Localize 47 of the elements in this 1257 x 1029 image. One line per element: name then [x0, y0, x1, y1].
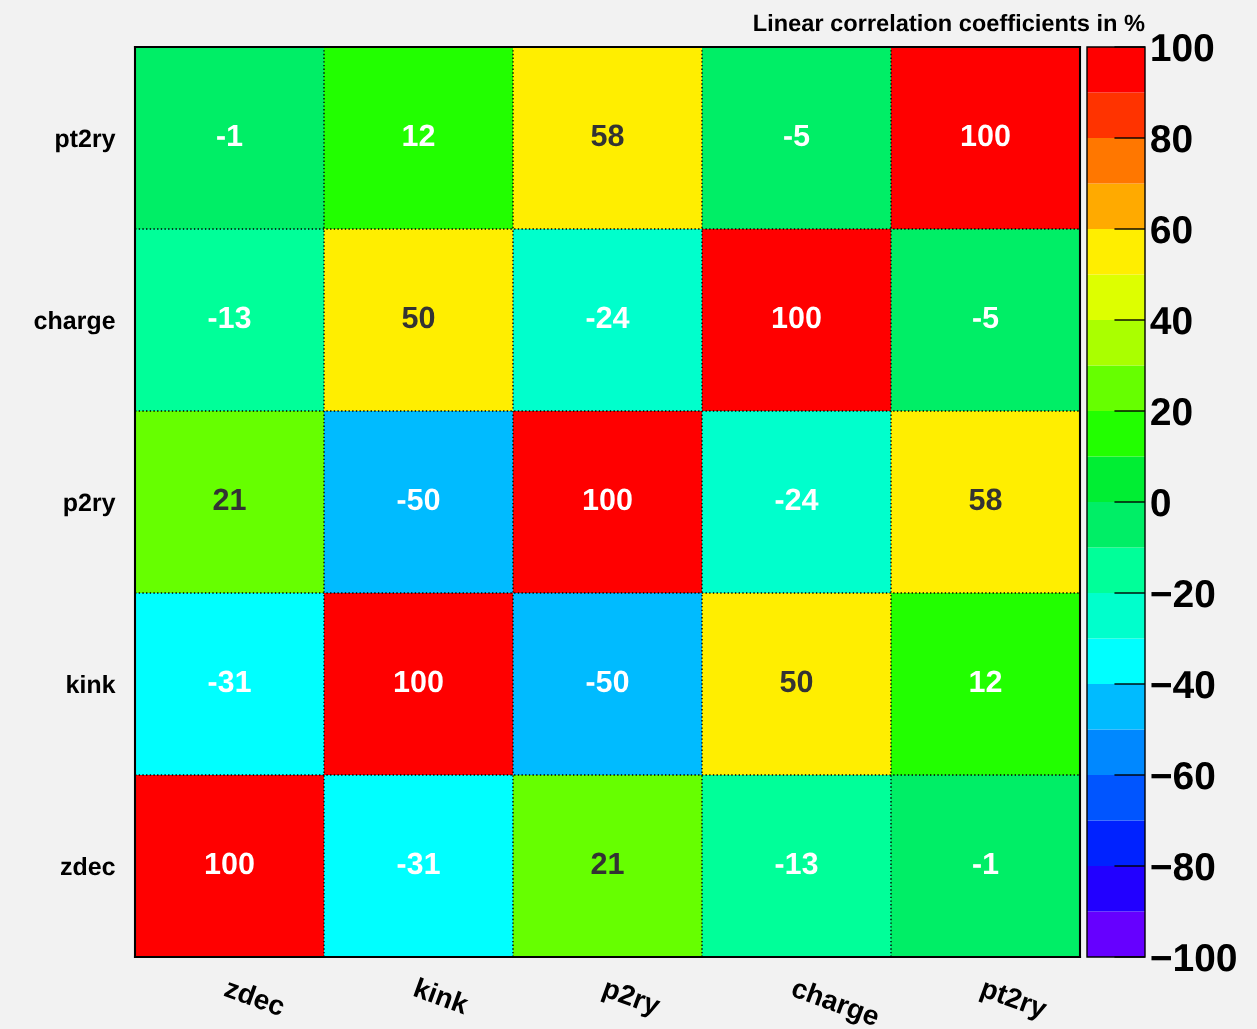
color-bar-label: −60 [1151, 761, 1215, 790]
data-label: -13 [775, 852, 818, 875]
data-label: -5 [973, 306, 999, 329]
color-bar-label: 80 [1151, 124, 1192, 153]
x-tick-label: kink [413, 977, 471, 1015]
y-tick-label: zdec [60, 856, 115, 876]
data-label: 58 [969, 488, 1002, 511]
data-label: -50 [397, 488, 440, 511]
data-label: 21 [213, 488, 246, 510]
color-bar-label: 100 [1152, 33, 1214, 62]
data-label: -24 [775, 488, 819, 510]
data-label: -50 [586, 670, 629, 693]
color-bar-label: 20 [1151, 397, 1192, 426]
y-tick-label: kink [67, 674, 116, 694]
data-label: 21 [591, 852, 624, 874]
data-label: -13 [208, 306, 251, 329]
y-tick-label: pt2ry [56, 129, 116, 153]
data-label: -31 [397, 852, 440, 875]
y-tick-label: p2ry [64, 493, 116, 517]
color-bar-label: −20 [1151, 579, 1215, 608]
data-label: 100 [205, 852, 254, 875]
color-bar-label: 0 [1151, 488, 1170, 517]
color-bar-label: −100 [1151, 943, 1236, 972]
color-bar-label: 40 [1150, 306, 1192, 335]
data-label: 12 [970, 670, 1002, 692]
data-label: 50 [780, 670, 813, 693]
x-tick-label: charge [788, 976, 882, 1029]
data-label: 58 [591, 124, 624, 147]
data-label: -24 [586, 306, 630, 328]
x-tick-label: pt2ry [978, 977, 1049, 1024]
y-tick-label: charge [34, 310, 115, 335]
data-label: 100 [583, 488, 632, 511]
color-bar-label: −80 [1151, 852, 1215, 881]
data-label: -31 [208, 670, 251, 693]
data-label: -1 [973, 852, 999, 874]
data-label: 100 [961, 124, 1010, 147]
x-tick-label: zdec [223, 976, 287, 1017]
color-bar-label: 60 [1151, 215, 1192, 244]
data-label: -1 [217, 124, 243, 146]
color-bar-label: −40 [1151, 670, 1215, 699]
x-tick-label: p2ry [600, 977, 663, 1021]
data-label: 100 [394, 670, 443, 693]
chart-title: Linear correlation coefficients in % [754, 14, 1145, 32]
data-label: 12 [403, 124, 435, 146]
data-label: 50 [402, 306, 435, 329]
data-label: -5 [784, 124, 810, 147]
data-label: 100 [772, 306, 821, 329]
